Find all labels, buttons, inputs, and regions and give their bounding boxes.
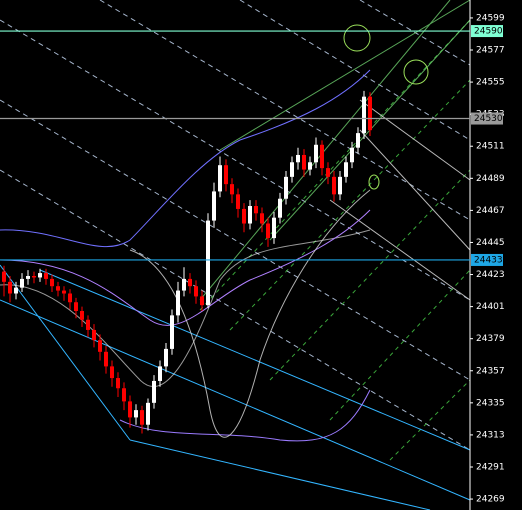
candle-body <box>50 278 54 287</box>
candle-body <box>206 220 210 306</box>
candle-body <box>68 293 72 303</box>
candle-body <box>302 154 306 170</box>
y-tick-label: 24555 <box>476 78 505 88</box>
candle-body <box>56 286 60 291</box>
candle-body <box>368 96 372 131</box>
candle-body <box>272 217 276 239</box>
candle-body <box>158 366 162 381</box>
candle-body <box>344 162 348 177</box>
candle-body <box>164 348 168 367</box>
y-tick-label: 24599 <box>476 13 505 23</box>
level-label-box <box>471 112 503 125</box>
candle-body <box>350 147 354 163</box>
candle-body <box>38 273 42 278</box>
candle-body <box>308 162 312 170</box>
candle-body <box>278 198 282 218</box>
candle-body <box>266 223 270 239</box>
level-label-box <box>471 25 503 38</box>
candle-body <box>92 329 96 341</box>
candle-body <box>14 287 18 294</box>
candle-body <box>362 96 366 134</box>
y-tick-label: 24445 <box>476 238 505 248</box>
candle-body <box>152 380 156 403</box>
candle-body <box>194 286 198 297</box>
candle-body <box>134 410 138 418</box>
candle-body <box>248 206 252 224</box>
y-tick-label: 24423 <box>476 270 505 280</box>
candle-body <box>110 366 114 379</box>
candle-body <box>140 410 144 425</box>
candle-body <box>128 401 132 418</box>
candle-body <box>122 388 126 402</box>
candle-body <box>44 273 48 279</box>
y-tick-label: 24577 <box>476 46 505 56</box>
y-tick-label: 24313 <box>476 430 505 440</box>
candle-body <box>224 165 228 185</box>
candle-body <box>314 144 318 163</box>
candle-body <box>284 176 288 199</box>
candle-body <box>188 278 192 287</box>
candle-body <box>80 310 84 320</box>
candle-body <box>32 275 36 278</box>
candle-body <box>74 302 78 311</box>
candle-body <box>212 191 216 221</box>
candle-body <box>98 340 102 352</box>
candle-body <box>2 271 6 282</box>
y-tick-label: 24467 <box>476 206 505 216</box>
candle-body <box>326 168 330 177</box>
y-tick-label: 24401 <box>476 302 505 312</box>
y-tick-label: 24357 <box>476 366 505 376</box>
candle-body <box>200 296 204 306</box>
candle-body <box>182 278 186 291</box>
candle-body <box>86 319 90 330</box>
candle-body <box>290 162 294 177</box>
y-tick-label: 24291 <box>476 462 505 472</box>
candle-body <box>20 278 24 288</box>
candle-body <box>62 290 66 294</box>
level-label: 24590 <box>474 27 503 37</box>
candle-body <box>296 154 300 163</box>
candle-body <box>176 290 180 316</box>
candle-body <box>332 176 336 195</box>
candle-body <box>218 165 222 192</box>
candle-body <box>242 208 246 224</box>
level-label-box <box>471 253 503 266</box>
level-label: 24433 <box>474 255 503 265</box>
y-tick-label: 24489 <box>476 174 505 184</box>
candle-body <box>254 206 258 214</box>
y-tick-label: 24511 <box>476 142 505 152</box>
level-label: 24530 <box>474 114 503 124</box>
candle-body <box>236 194 240 209</box>
candle-body <box>260 213 264 224</box>
candle-body <box>170 315 174 349</box>
candle-body <box>230 184 234 195</box>
candle-body <box>320 144 324 169</box>
candle-body <box>338 176 342 195</box>
y-tick-label: 24269 <box>476 495 505 505</box>
y-tick-label: 24335 <box>476 398 505 408</box>
candle-body <box>356 133 360 148</box>
candle-body <box>104 351 108 367</box>
y-tick-label: 24379 <box>476 334 505 344</box>
candle-body <box>8 281 12 294</box>
candle-body <box>116 378 120 389</box>
candle-body <box>26 275 30 279</box>
candle-body <box>146 402 150 425</box>
